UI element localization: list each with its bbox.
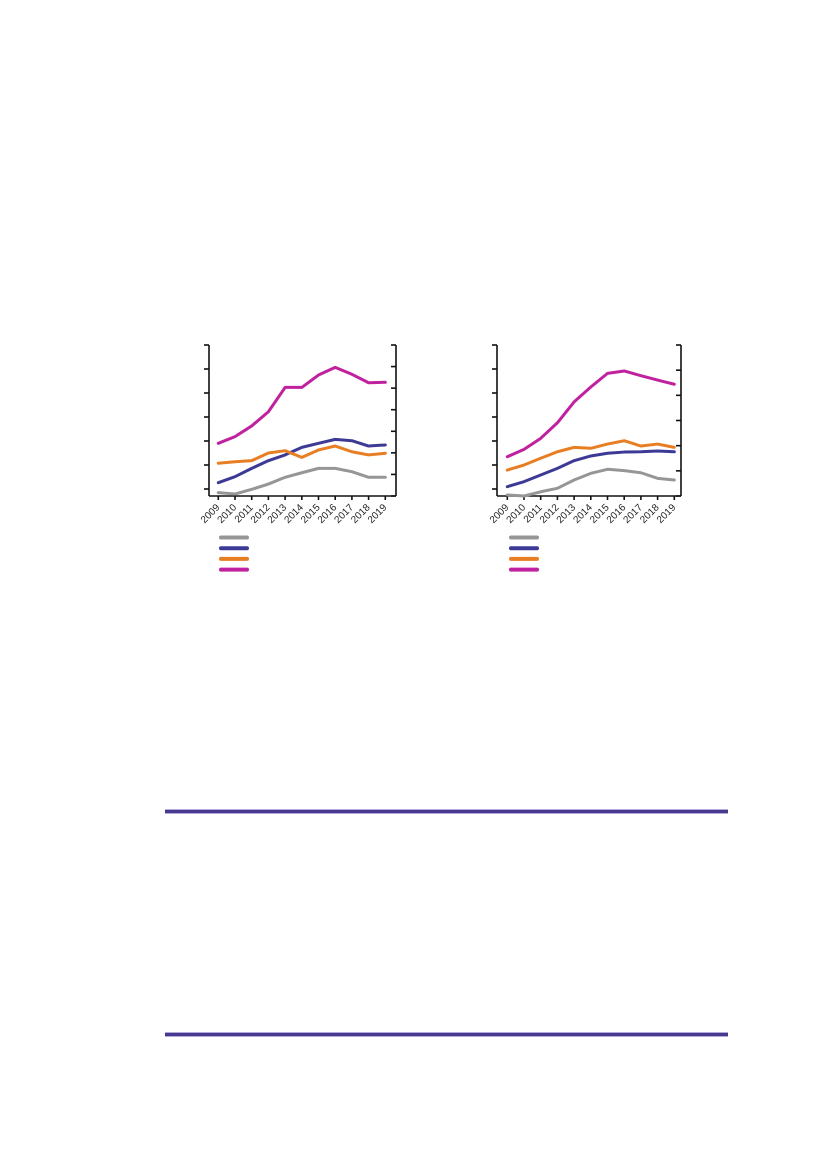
- legend-swatch-orange-line: [219, 556, 249, 561]
- line-chart-right: 2009201020112012201320142015201620172018…: [488, 344, 682, 572]
- legend-swatch-gray-line: [509, 535, 539, 540]
- series-orange-line: [216, 444, 387, 465]
- series-indigo-line: [216, 437, 387, 485]
- series-indigo-line: [505, 449, 676, 489]
- series-gray-line: [505, 467, 676, 498]
- legend-swatch-magenta-line: [509, 567, 539, 572]
- series-gray-line: [216, 466, 387, 496]
- series-orange-line: [505, 439, 676, 472]
- legend-swatch-gray-line: [219, 535, 249, 540]
- legend-swatch-magenta-line: [219, 567, 249, 572]
- x-tick-label: 2019: [655, 502, 679, 526]
- line-chart-left: 2009201020112012201320142015201620172018…: [199, 344, 397, 572]
- series-magenta-line: [216, 365, 387, 445]
- legend-swatch-orange-line: [509, 556, 539, 561]
- horizontal-rule-top: [165, 809, 728, 814]
- legend-swatch-indigo-line: [509, 546, 539, 551]
- x-tick-label: 2019: [366, 502, 390, 526]
- legend-swatch-indigo-line: [219, 546, 249, 551]
- horizontal-rule-bottom: [165, 1032, 728, 1037]
- series-magenta-line: [505, 369, 676, 459]
